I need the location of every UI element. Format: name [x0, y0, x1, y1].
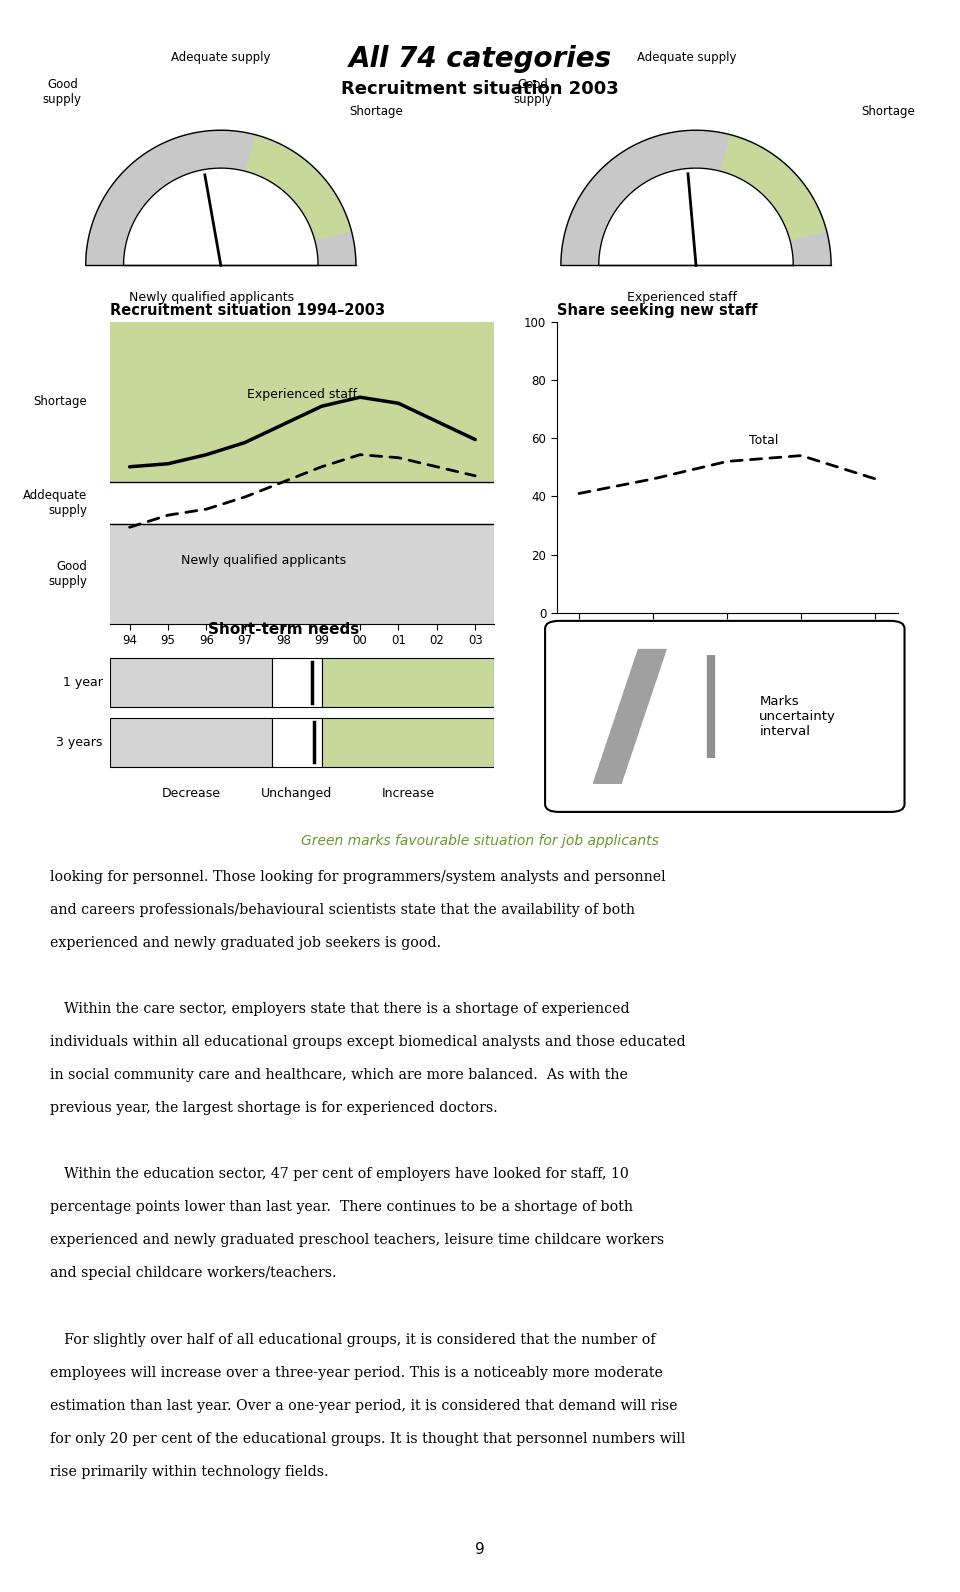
- Bar: [110, 524, 494, 624]
- Text: Experienced staff: Experienced staff: [627, 291, 736, 304]
- Bar: [110, 659, 272, 707]
- Text: Recruitment situation 2003: Recruitment situation 2003: [341, 80, 619, 97]
- Text: Decrease: Decrease: [161, 786, 221, 799]
- Bar: [110, 322, 494, 482]
- Polygon shape: [599, 169, 793, 266]
- Text: and careers professionals/behavioural scientists state that the availability of : and careers professionals/behavioural sc…: [50, 903, 635, 917]
- Bar: [110, 482, 494, 524]
- Bar: [272, 718, 322, 767]
- Text: estimation than last year. Over a one-year period, it is considered that demand : estimation than last year. Over a one-ye…: [50, 1399, 678, 1412]
- Text: Share seeking new staff: Share seeking new staff: [557, 302, 757, 318]
- Text: for only 20 per cent of the educational groups. It is thought that personnel num: for only 20 per cent of the educational …: [50, 1431, 685, 1446]
- Text: 3 years: 3 years: [57, 736, 103, 748]
- Bar: [272, 659, 322, 707]
- Text: Unchanged: Unchanged: [261, 786, 332, 799]
- Text: Recruitment situation 1994–2003: Recruitment situation 1994–2003: [110, 302, 386, 318]
- Text: employees will increase over a three-year period. This is a noticeably more mode: employees will increase over a three-yea…: [50, 1366, 662, 1380]
- Text: Shortage: Shortage: [34, 395, 87, 408]
- Text: Marks
uncertainty
interval: Marks uncertainty interval: [759, 694, 836, 739]
- Text: Addequate
supply: Addequate supply: [23, 489, 87, 517]
- Text: Green marks favourable situation for job applicants: Green marks favourable situation for job…: [301, 834, 659, 849]
- Text: Increase: Increase: [381, 786, 435, 799]
- Text: Shortage: Shortage: [349, 105, 403, 118]
- Polygon shape: [246, 135, 351, 240]
- Text: 9: 9: [475, 1543, 485, 1557]
- Polygon shape: [124, 169, 318, 266]
- Text: rise primarily within technology fields.: rise primarily within technology fields.: [50, 1465, 328, 1479]
- Text: Good
supply: Good supply: [43, 78, 82, 107]
- Polygon shape: [593, 650, 666, 783]
- Text: Newly qualified applicants: Newly qualified applicants: [181, 554, 347, 567]
- Text: For slightly over half of all educational groups, it is considered that the numb: For slightly over half of all educationa…: [50, 1333, 656, 1347]
- Text: individuals within all educational groups except biomedical analysts and those e: individuals within all educational group…: [50, 1035, 685, 1049]
- Polygon shape: [561, 131, 831, 266]
- Text: looking for personnel. Those looking for programmers/system analysts and personn: looking for personnel. Those looking for…: [50, 869, 665, 884]
- Text: experienced and newly graduated job seekers is good.: experienced and newly graduated job seek…: [50, 936, 442, 950]
- Text: previous year, the largest shortage is for experienced doctors.: previous year, the largest shortage is f…: [50, 1102, 497, 1114]
- Text: percentage points lower than last year.  There continues to be a shortage of bot: percentage points lower than last year. …: [50, 1200, 633, 1215]
- Text: Short-term needs: Short-term needs: [207, 622, 359, 637]
- Text: All 74 categories: All 74 categories: [348, 45, 612, 73]
- Bar: [322, 659, 494, 707]
- Text: Experienced staff: Experienced staff: [248, 388, 357, 401]
- Polygon shape: [85, 131, 356, 266]
- Text: Within the education sector, 47 per cent of employers have looked for staff, 10: Within the education sector, 47 per cent…: [50, 1167, 629, 1181]
- Text: experienced and newly graduated preschool teachers, leisure time childcare worke: experienced and newly graduated preschoo…: [50, 1234, 664, 1247]
- Bar: [110, 718, 272, 767]
- Text: Newly qualified applicants: Newly qualified applicants: [129, 291, 294, 304]
- Bar: [322, 718, 494, 767]
- Text: Shortage: Shortage: [861, 105, 915, 118]
- Text: Adequate supply: Adequate supply: [171, 51, 271, 64]
- Text: Total: Total: [750, 435, 779, 447]
- Text: in social community care and healthcare, which are more balanced.  As with the: in social community care and healthcare,…: [50, 1068, 628, 1083]
- Text: 1 year: 1 year: [62, 677, 103, 689]
- FancyBboxPatch shape: [545, 621, 904, 812]
- Text: and special childcare workers/teachers.: and special childcare workers/teachers.: [50, 1266, 337, 1280]
- Text: Good
supply: Good supply: [514, 78, 552, 107]
- Text: Adequate supply: Adequate supply: [636, 51, 736, 64]
- Text: Good
supply: Good supply: [48, 560, 87, 587]
- Polygon shape: [721, 135, 827, 240]
- Text: Within the care sector, employers state that there is a shortage of experienced: Within the care sector, employers state …: [50, 1001, 630, 1016]
